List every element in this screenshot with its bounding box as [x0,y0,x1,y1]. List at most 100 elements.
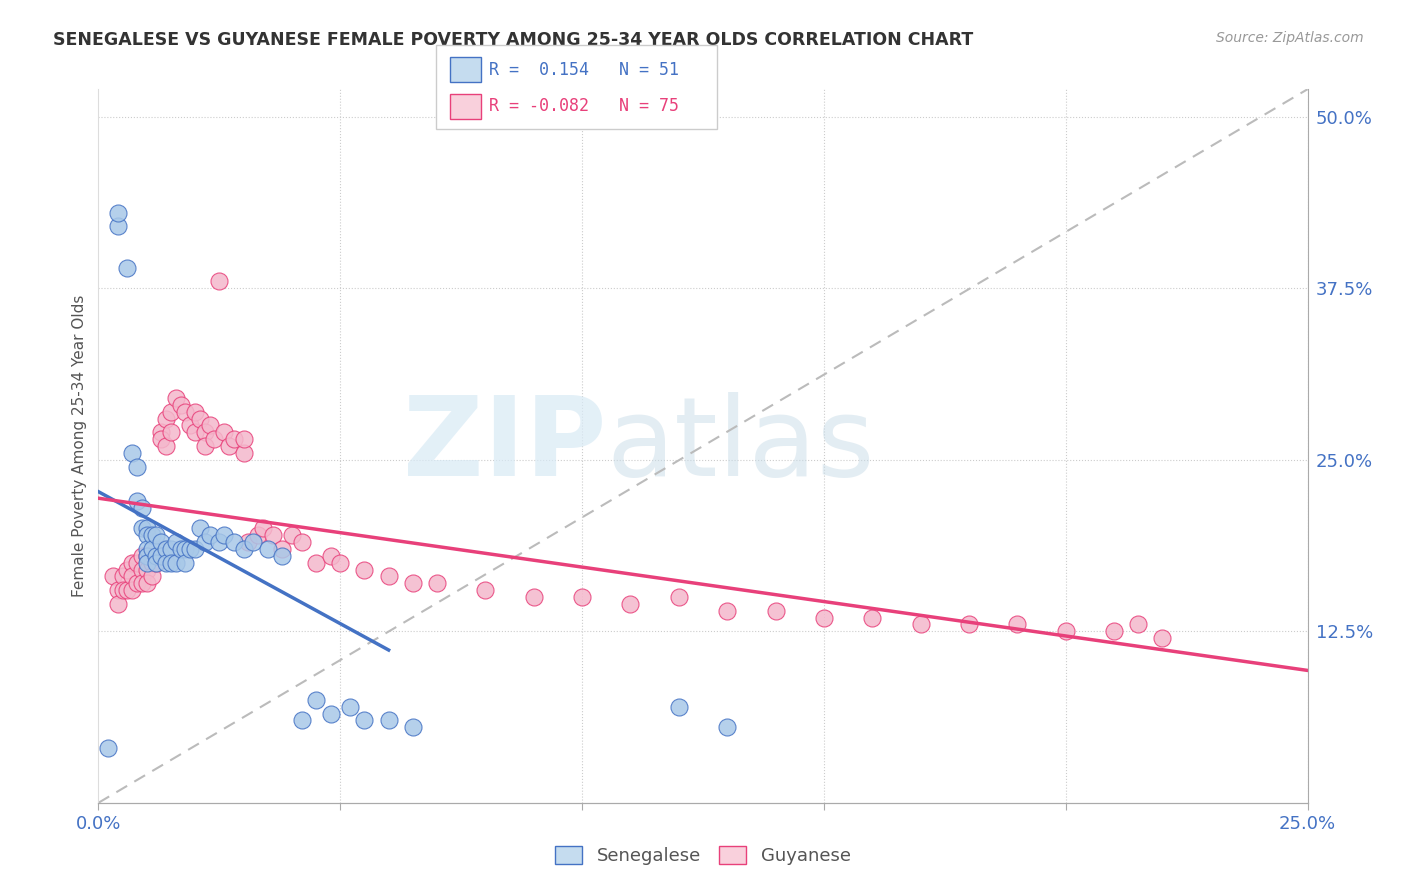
Point [271,541,294,556]
Point [165,391,187,405]
Point [174,556,197,570]
Point [107,597,129,611]
Point [208,535,231,549]
Point [402,576,425,591]
Point [668,699,690,714]
Point [174,405,197,419]
Point [668,590,690,604]
Point [107,205,129,219]
Point [281,528,304,542]
Point [860,610,883,624]
Point [290,535,312,549]
Point [194,439,217,453]
Point [262,528,284,542]
Point [131,521,153,535]
Point [135,576,157,591]
Point [155,439,177,453]
Point [150,549,173,563]
Point [319,706,342,721]
Point [155,411,177,425]
Point [188,411,211,425]
Point [127,576,149,591]
Point [135,549,157,563]
Point [957,617,980,632]
Point [256,541,278,556]
Point [107,583,129,598]
Point [188,521,211,535]
Point [150,535,173,549]
Text: atlas: atlas [606,392,875,500]
Point [198,528,221,542]
Point [179,418,201,433]
Point [232,541,254,556]
Point [141,569,163,583]
Point [910,617,932,632]
Point [353,714,375,728]
Point [377,569,399,583]
Point [169,541,191,556]
Point [135,556,157,570]
Point [305,693,328,707]
Point [242,535,264,549]
Point [208,274,231,288]
Point [232,446,254,460]
Point [131,562,153,576]
Point [765,604,787,618]
Point [222,432,245,446]
Point [1054,624,1077,639]
Point [353,562,375,576]
Point [204,432,226,446]
Point [252,521,274,535]
Point [135,549,157,563]
Point [155,541,177,556]
Point [212,425,235,440]
Point [135,528,157,542]
Point [131,549,153,563]
Point [150,432,173,446]
Point [194,535,217,549]
Point [184,405,207,419]
Point [716,604,738,618]
Point [117,562,139,576]
Point [97,740,120,755]
Y-axis label: Female Poverty Among 25-34 Year Olds: Female Poverty Among 25-34 Year Olds [72,295,87,597]
Point [426,576,449,591]
Point [523,590,546,604]
Point [145,528,167,542]
Point [117,583,139,598]
Text: R = -0.082   N = 75: R = -0.082 N = 75 [489,97,679,115]
Point [165,556,187,570]
Point [165,535,187,549]
Point [218,439,240,453]
Point [141,528,163,542]
Legend: Senegalese, Guyanese: Senegalese, Guyanese [548,838,858,872]
Point [402,720,425,734]
Point [290,714,312,728]
Point [117,260,139,275]
Point [377,714,399,728]
Point [238,535,260,549]
Point [319,549,342,563]
Text: Source: ZipAtlas.com: Source: ZipAtlas.com [1216,31,1364,45]
Point [145,556,167,570]
Point [141,556,163,570]
Point [150,425,173,440]
Point [212,528,235,542]
Point [145,556,167,570]
Point [619,597,641,611]
Point [121,569,143,583]
Point [329,556,352,570]
Point [145,541,167,556]
Text: SENEGALESE VS GUYANESE FEMALE POVERTY AMONG 25-34 YEAR OLDS CORRELATION CHART: SENEGALESE VS GUYANESE FEMALE POVERTY AM… [53,31,974,49]
Point [155,556,177,570]
Point [474,583,496,598]
Point [127,494,149,508]
Point [121,446,143,460]
Point [1102,624,1125,639]
Point [1007,617,1029,632]
Point [160,556,183,570]
Point [127,459,149,474]
Point [135,541,157,556]
Point [127,556,149,570]
Point [1152,631,1174,645]
